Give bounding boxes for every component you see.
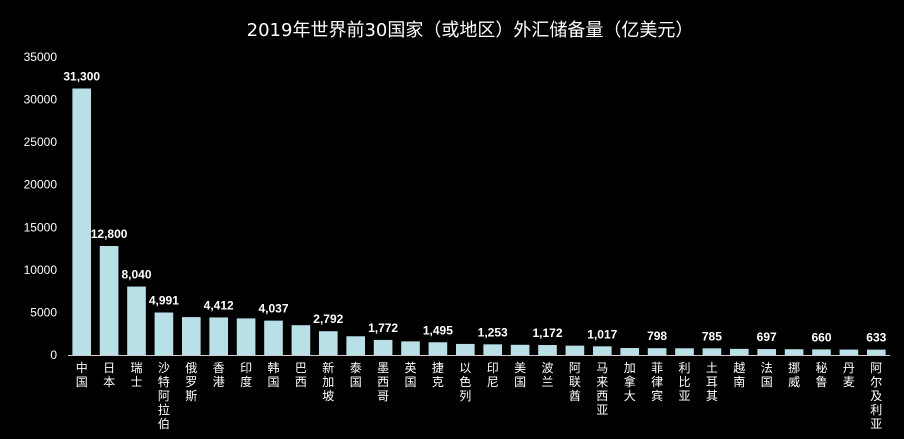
data-label: 660	[811, 330, 831, 344]
bar	[839, 349, 859, 355]
bar	[264, 320, 283, 355]
x-tick-label: 墨西哥	[377, 361, 389, 403]
data-label: 1,495	[423, 323, 453, 337]
x-tick-label: 阿联酋	[569, 361, 581, 403]
x-tick-label: 中国	[76, 360, 88, 389]
x-tick-label: 菲律宾	[651, 361, 663, 403]
data-label: 4,991	[149, 294, 179, 308]
bar	[455, 343, 475, 355]
x-tick-label: 韩国	[267, 360, 279, 389]
bars	[72, 88, 886, 355]
bar	[428, 342, 448, 355]
y-tick-label: 25000	[24, 135, 58, 149]
x-tick-label: 阿尔及利亚	[870, 361, 882, 431]
bar	[209, 317, 229, 355]
x-tick-label: 日本	[103, 361, 115, 389]
x-tick-label: 沙特阿拉伯	[158, 361, 170, 431]
y-tick-label: 5000	[30, 305, 57, 319]
bar	[510, 344, 530, 355]
bar	[127, 286, 146, 355]
data-label: 798	[647, 329, 667, 343]
x-tick-label: 丹麦	[843, 361, 855, 389]
bar	[154, 312, 174, 355]
bar	[784, 349, 804, 355]
bar	[592, 346, 612, 355]
bar	[291, 325, 311, 355]
bar	[866, 349, 886, 355]
data-label: 2,792	[313, 312, 343, 326]
x-tick-label: 土耳其	[706, 361, 718, 403]
data-label: 4,412	[204, 298, 234, 312]
x-tick-label: 越南	[733, 361, 745, 389]
data-label: 1,017	[587, 327, 617, 341]
x-tick-label: 英国	[404, 361, 416, 389]
x-tick-label: 挪威	[788, 361, 800, 389]
x-tick-label: 加拿大	[624, 361, 636, 403]
y-axis: 0 5000 10000 15000 20000 25000 30000 35000	[24, 50, 58, 362]
bar	[757, 349, 777, 355]
bar	[318, 331, 338, 355]
data-label: 12,800	[91, 227, 128, 241]
data-labels: 31,300 12,800 8,040 4,991 4,412 4,037 2,792 1,7…	[63, 70, 886, 345]
x-tick-label: 俄罗斯	[185, 361, 197, 403]
y-tick-label: 0	[50, 348, 57, 362]
bar	[675, 348, 694, 355]
bar	[483, 344, 503, 355]
y-tick-label: 10000	[24, 263, 58, 277]
x-tick-label: 泰国	[350, 361, 362, 389]
bar	[346, 336, 366, 355]
chart-title: 2019年世界前30国家（或地区）外汇储备量（亿美元）	[247, 20, 694, 41]
data-label: 1,172	[532, 326, 562, 340]
bar	[729, 348, 749, 355]
bar	[99, 246, 119, 355]
data-label: 785	[702, 329, 722, 343]
bar	[565, 345, 585, 355]
bar	[620, 348, 640, 355]
y-tick-label: 15000	[24, 220, 58, 234]
x-tick-label: 美国	[514, 361, 526, 389]
bar	[236, 318, 256, 355]
x-tick-label: 香港	[213, 361, 225, 389]
x-tick-label: 波兰	[541, 361, 553, 389]
bar	[647, 348, 667, 355]
x-tick-label: 秘鲁	[815, 361, 827, 389]
x-tick-label: 瑞士	[130, 361, 142, 389]
bar	[373, 339, 393, 355]
y-tick-label: 30000	[24, 93, 58, 107]
y-tick-label: 35000	[24, 50, 58, 64]
bar	[72, 88, 92, 355]
data-label: 4,037	[258, 302, 288, 316]
x-tick-label: 以色列	[459, 361, 471, 403]
x-tick-label: 法国	[761, 361, 773, 389]
x-tick-label: 印度	[240, 361, 252, 389]
data-label: 31,300	[63, 70, 100, 84]
data-label: 1,772	[368, 321, 398, 335]
data-label: 697	[757, 330, 777, 344]
data-label: 633	[866, 331, 886, 345]
x-tick-label: 印尼	[487, 361, 499, 389]
x-tick-label: 捷克	[432, 361, 444, 389]
bar	[538, 345, 557, 355]
bar	[812, 349, 831, 355]
x-tick-label: 巴西	[295, 361, 307, 389]
bar	[702, 348, 722, 355]
x-tick-label: 新加坡	[322, 360, 334, 403]
bar	[181, 317, 201, 355]
y-tick-label: 20000	[24, 178, 58, 192]
data-label: 8,040	[121, 268, 151, 282]
bar	[401, 341, 420, 355]
data-label: 1,253	[478, 325, 508, 339]
x-tick-label: 利比亚	[678, 361, 690, 403]
x-tick-label: 马来西亚	[596, 361, 608, 417]
